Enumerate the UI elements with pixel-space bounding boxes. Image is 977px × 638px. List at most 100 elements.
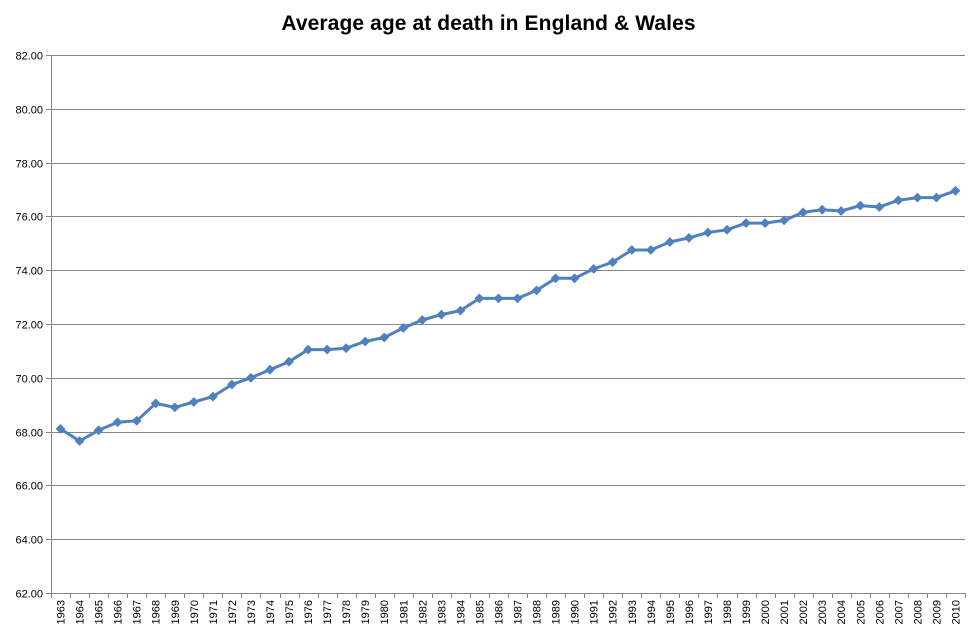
x-tick-label: 1981 [398,600,410,624]
data-point-1986 [493,293,504,304]
y-tick-label: 64.00 [15,535,43,547]
y-tick-label: 70.00 [15,374,43,386]
x-tick-label: 1987 [513,600,525,624]
data-point-1987 [512,293,523,304]
data-point-1990 [569,273,580,284]
data-point-1963 [55,423,66,434]
x-tick-label: 1979 [360,600,372,624]
x-axis-tick-labels: 1963 1964 1965 1966 1967 1968 1969 1970 1971 1972… [56,600,963,624]
x-tick-label: 1973 [246,600,258,624]
x-tick-label: 1989 [551,600,563,624]
data-point-1985 [474,293,485,304]
y-tick-label: 78.00 [15,159,43,171]
series-average-age [55,185,961,446]
data-point-1965 [93,425,104,436]
data-point-1998 [722,224,732,235]
data-point-1989 [550,273,561,284]
x-tick-label: 1993 [627,600,639,624]
x-tick-label: 1967 [132,600,144,624]
x-tick-label: 2002 [798,600,810,624]
data-point-1999 [741,218,751,229]
y-tick-label: 74.00 [15,266,43,278]
y-tick-label: 80.00 [15,105,43,117]
x-tick-label: 2006 [874,600,886,624]
data-point-1972 [226,379,237,390]
data-point-1966 [112,417,123,428]
data-point-1992 [607,257,618,268]
x-tick-label: 1997 [703,600,715,624]
y-tick-label: 82.00 [15,51,43,63]
x-tick-label: 1988 [532,600,544,624]
axes [46,55,966,598]
data-point-1983 [436,309,447,320]
data-point-1969 [169,402,180,413]
data-point-1997 [702,227,713,238]
x-tick-label: 2000 [760,600,772,624]
data-point-2002 [798,207,809,218]
x-tick-label: 1976 [303,600,315,624]
data-point-1982 [417,315,428,325]
data-point-1976 [303,344,314,355]
x-tick-label: 1974 [265,600,277,624]
data-point-1996 [683,232,694,243]
x-tick-label: 2005 [855,600,867,624]
data-point-2008 [912,192,923,203]
x-tick-label: 1972 [227,600,239,624]
data-point-1979 [360,336,371,347]
y-tick-label: 76.00 [15,212,43,224]
data-point-1980 [379,332,390,343]
x-tick-label: 2004 [836,600,848,624]
x-tick-label: 1978 [341,600,353,624]
data-point-2001 [779,215,790,226]
x-tick-label: 1969 [170,600,182,624]
y-axis-tick-labels: 62.00 64.00 66.00 68.00 70.00 72.00 74.00 76.00… [15,51,43,601]
data-point-2006 [874,202,885,212]
data-point-1974 [265,364,275,375]
x-tick-label: 1986 [493,600,505,624]
data-point-1971 [207,391,218,402]
data-point-2004 [836,206,847,216]
x-tick-label: 1983 [436,600,448,624]
x-tick-label: 1996 [684,600,696,624]
x-tick-label: 2001 [779,600,791,624]
data-point-1970 [188,397,199,407]
x-tick-label: 2008 [912,600,924,624]
data-point-2010 [950,185,961,196]
data-point-1978 [341,343,352,354]
x-tick-label: 1970 [189,600,201,624]
x-tick-label: 1982 [417,600,429,624]
x-tick-label: 1984 [455,600,467,624]
gridlines [51,55,965,540]
data-point-1981 [398,323,409,333]
x-tick-label: 1965 [94,600,106,624]
data-point-2007 [893,195,904,206]
data-point-1994 [645,245,656,255]
x-tick-label: 1998 [722,600,734,624]
x-tick-label: 1995 [665,600,677,624]
data-point-1988 [531,285,542,296]
data-point-1991 [588,263,599,274]
y-tick-label: 68.00 [15,428,43,440]
y-tick-label: 72.00 [15,320,43,332]
x-tick-label: 1991 [589,600,601,624]
data-point-1964 [74,436,85,446]
data-point-1967 [131,415,142,426]
x-tick-label: 2010 [950,600,962,624]
data-point-1977 [322,344,333,355]
x-tick-label: 1975 [284,600,296,624]
x-tick-label: 2009 [931,600,943,624]
x-tick-label: 1985 [474,600,486,624]
x-tick-label: 1990 [570,600,582,624]
x-tick-label: 1977 [322,600,334,624]
data-point-2003 [817,204,828,215]
x-tick-label: 1964 [75,600,87,624]
data-point-1968 [150,398,161,409]
data-point-2000 [760,218,771,229]
x-tick-label: 1980 [379,600,391,624]
x-tick-label: 2003 [817,600,829,624]
x-tick-label: 1994 [646,600,658,624]
x-tick-label: 1971 [208,600,220,624]
x-tick-label: 1966 [113,600,125,624]
